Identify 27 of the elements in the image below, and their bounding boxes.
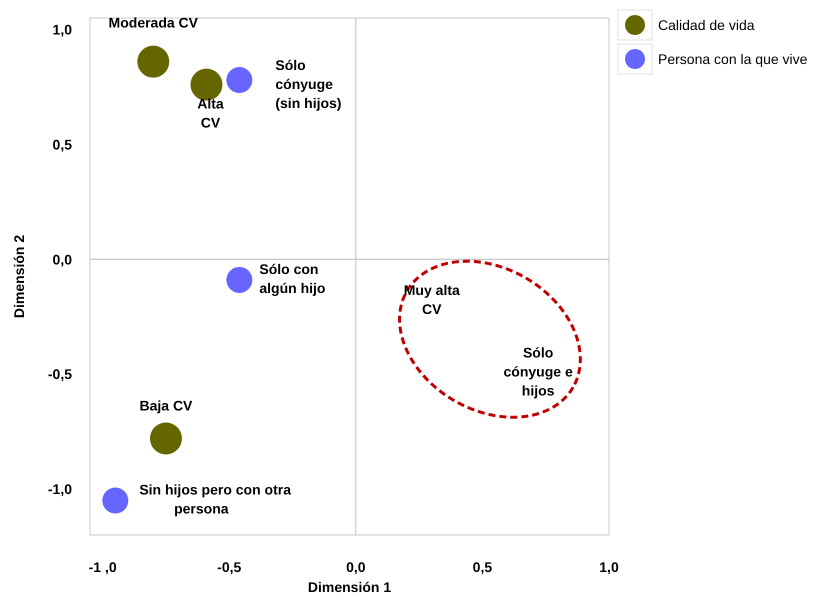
legend-label: Persona con la que vive (658, 51, 808, 67)
annotation: Sin hijos pero con otra persona (139, 482, 292, 517)
annotation: Sólo cónyuge e hijos (503, 344, 573, 398)
point (226, 266, 252, 293)
point (102, 488, 128, 514)
point (226, 67, 252, 94)
annotation: Sólo cónyuge (sin hijos) (275, 57, 342, 112)
legend-label: Calidad de vida (658, 17, 755, 33)
x-tick-label: -1 ,0 (88, 559, 117, 575)
annotation: Muy alta CV (404, 282, 460, 318)
annotation: Alta CV (197, 96, 224, 131)
point (150, 422, 182, 454)
annotation: Sólo con algún hijo (259, 260, 326, 296)
x-axis-title: Dimensión 1 (308, 579, 392, 595)
y-tick-label: 1,0 (52, 21, 72, 38)
x-tick-label: 0,0 (346, 559, 366, 575)
x-tick-label: 1,0 (599, 559, 619, 575)
y-tick-label: -0,5 (48, 366, 72, 382)
point (137, 46, 170, 78)
y-tick-label: 0,5 (52, 136, 72, 152)
y-tick-label: 0,0 (52, 251, 72, 268)
annotation: Baja CV (139, 397, 194, 414)
y-axis-title: Dimensión 2 (11, 234, 27, 318)
annotation: Moderada CV (108, 14, 199, 31)
x-tick-label: -0,5 (217, 559, 242, 575)
x-tick-label: 0,5 (472, 559, 492, 575)
y-tick-label: -1,0 (48, 481, 72, 498)
